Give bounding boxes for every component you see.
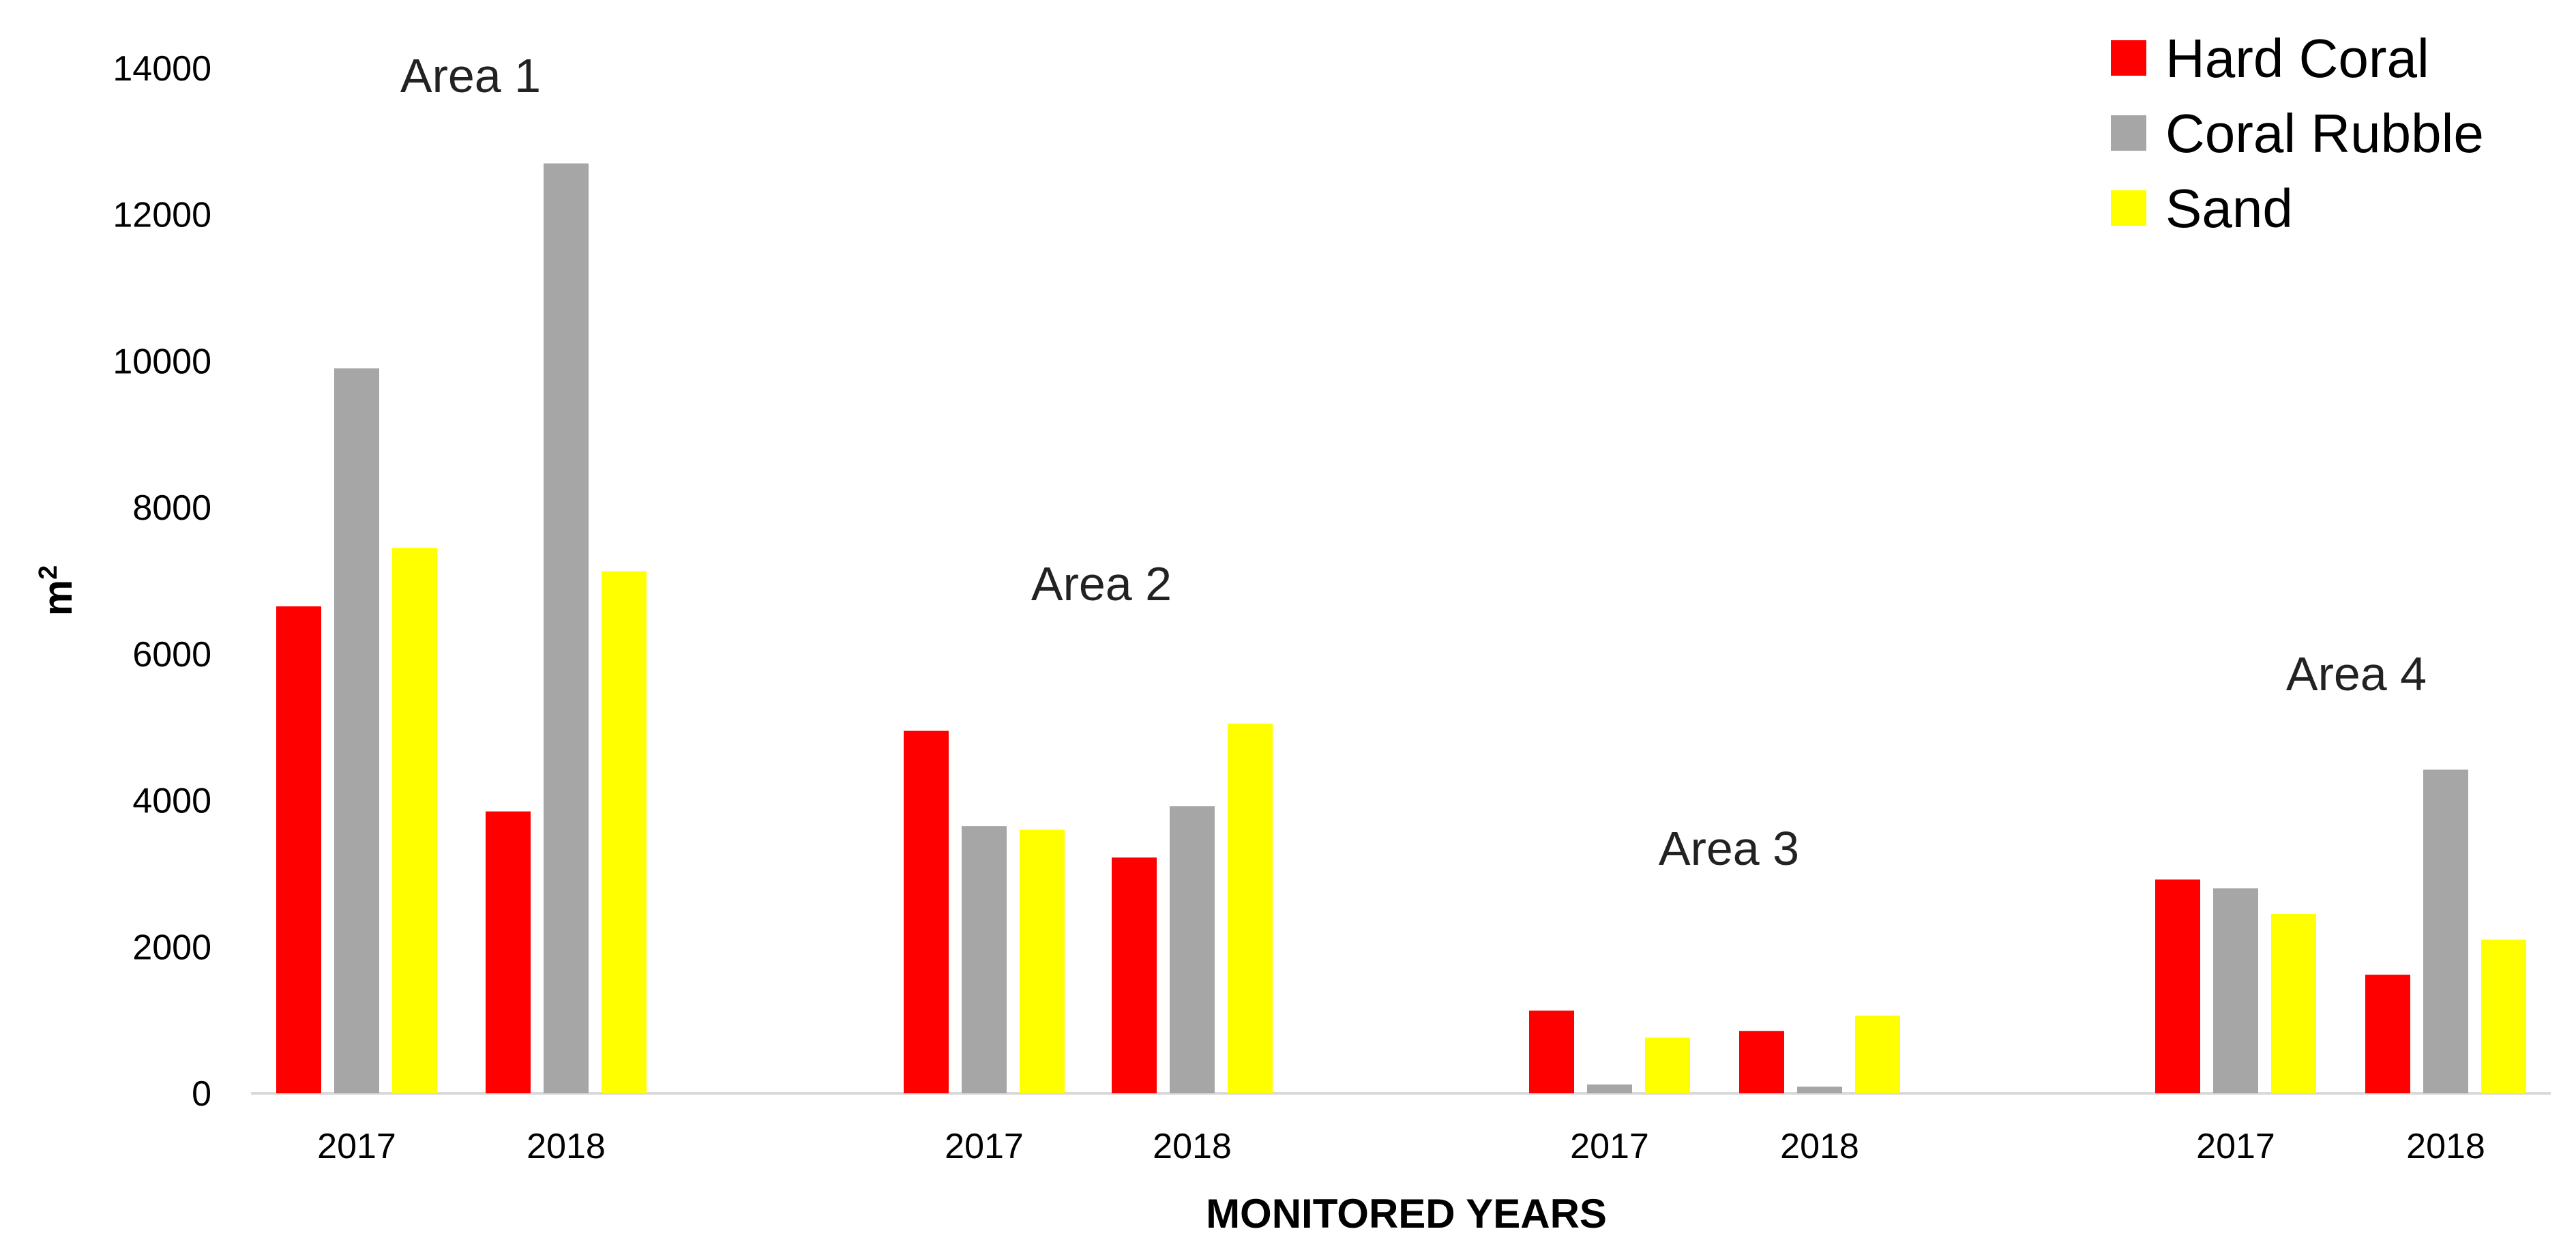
- y-tick-label: 14000: [113, 49, 211, 89]
- bar-coral-rubble: [544, 163, 589, 1093]
- legend-label: Hard Coral: [2165, 28, 2429, 89]
- y-tick-label: 10000: [113, 342, 211, 381]
- area-label: Area 1: [400, 49, 541, 102]
- bar-hard-coral: [1529, 1010, 1574, 1093]
- bar-sand: [2271, 913, 2316, 1093]
- bar-coral-rubble: [962, 826, 1007, 1093]
- legend-swatch-coral-rubble: [2111, 115, 2146, 151]
- bar-hard-coral: [904, 730, 949, 1093]
- bar-sand: [1020, 829, 1065, 1093]
- y-axis-title-sup: 2: [34, 565, 63, 580]
- bar-coral-rubble: [1587, 1084, 1632, 1093]
- x-tick-label: 2018: [2406, 1127, 2485, 1166]
- bar-coral-rubble: [1797, 1086, 1842, 1093]
- bar-hard-coral: [276, 606, 321, 1093]
- bar-coral-rubble: [2423, 769, 2468, 1093]
- y-axis-title-base: m: [35, 580, 80, 616]
- x-tick-label: 2017: [945, 1127, 1024, 1166]
- y-tick-label: 4000: [132, 782, 211, 821]
- x-tick-label: 2017: [317, 1127, 396, 1166]
- y-tick-label: 6000: [132, 635, 211, 675]
- area-label: Area 2: [1031, 557, 1172, 610]
- bar-coral-rubble: [2213, 888, 2258, 1093]
- y-axis-title: m2: [34, 565, 80, 617]
- bar-hard-coral: [2155, 879, 2200, 1093]
- area-label: Area 4: [2286, 647, 2427, 700]
- bar-hard-coral: [1112, 857, 1157, 1093]
- x-tick-label: 2017: [2196, 1127, 2275, 1166]
- x-tick-label: 2018: [1780, 1127, 1859, 1166]
- bar-coral-rubble: [334, 368, 379, 1093]
- x-tick-label: 2017: [1570, 1127, 1649, 1166]
- bar-sand: [1855, 1016, 1900, 1093]
- bar-coral-rubble: [1170, 806, 1215, 1093]
- legend-label: Coral Rubble: [2165, 103, 2484, 164]
- bar-sand: [1228, 723, 1273, 1093]
- y-tick-label: 2000: [132, 928, 211, 967]
- y-tick-label: 12000: [113, 196, 211, 235]
- x-axis-title: MONITORED YEARS: [1206, 1191, 1607, 1237]
- legend-swatch-hard-coral: [2111, 40, 2146, 76]
- x-tick-label: 2018: [527, 1127, 606, 1166]
- bar-sand: [602, 571, 647, 1093]
- y-tick-label: 8000: [132, 488, 211, 528]
- bar-sand: [1645, 1037, 1690, 1093]
- area-label: Area 3: [1659, 822, 1799, 875]
- bar-hard-coral: [486, 811, 531, 1093]
- x-tick-label: 2018: [1153, 1127, 1232, 1166]
- bar-hard-coral: [2365, 975, 2410, 1093]
- bar-hard-coral: [1739, 1031, 1784, 1093]
- legend-swatch-sand: [2111, 190, 2146, 226]
- y-tick-label: 0: [192, 1074, 211, 1114]
- bar-sand: [392, 548, 437, 1093]
- bar-sand: [2481, 939, 2526, 1093]
- legend-label: Sand: [2165, 178, 2293, 239]
